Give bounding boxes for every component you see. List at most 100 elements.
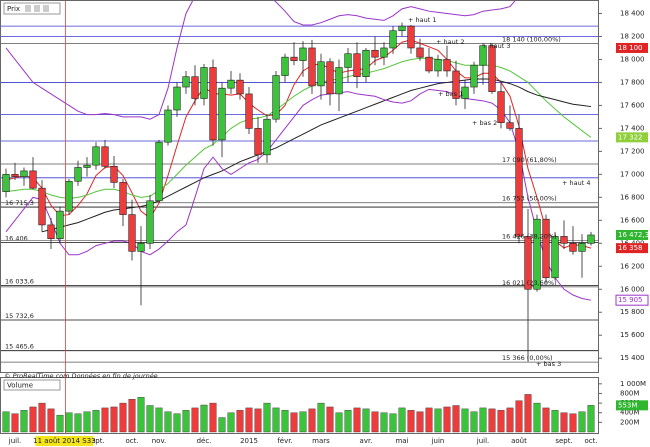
volume-bar bbox=[407, 410, 415, 433]
volume-bar bbox=[416, 411, 424, 433]
candle-body bbox=[38, 187, 46, 226]
candle-body bbox=[578, 243, 586, 252]
icon[interactable] bbox=[25, 5, 31, 12]
value-tag-label: 553M bbox=[618, 401, 637, 409]
volume-bar bbox=[200, 404, 208, 433]
volume-bar bbox=[443, 406, 451, 433]
value-tag-label: 17 322 bbox=[618, 133, 643, 141]
volume-bar bbox=[488, 408, 496, 433]
volume-bar bbox=[551, 410, 559, 433]
candle-body bbox=[200, 67, 208, 99]
volume-bar bbox=[191, 407, 199, 433]
volume-bar bbox=[290, 412, 298, 433]
volume-bar bbox=[398, 407, 406, 433]
volume-bar bbox=[362, 408, 370, 433]
volume-bar bbox=[371, 411, 379, 433]
y-tick-label: 17 800 bbox=[620, 78, 645, 86]
annotation: + haut 4 bbox=[562, 179, 591, 187]
y-tick-label: 400M bbox=[620, 409, 639, 417]
x-tick-label: août bbox=[511, 437, 527, 445]
legend-box bbox=[3, 379, 61, 391]
annotation: + bas 2 bbox=[472, 119, 497, 127]
x-tick-label: oct. bbox=[125, 437, 138, 445]
cursor-tag bbox=[35, 436, 94, 446]
candle-body bbox=[2, 174, 10, 192]
volume-bar bbox=[245, 407, 253, 433]
volume-bar bbox=[335, 412, 343, 433]
y-tick-label: 17 600 bbox=[620, 101, 645, 109]
volume-bar bbox=[353, 407, 361, 433]
volume-bar bbox=[164, 411, 172, 433]
fib-label: 16 021 (23,60%) bbox=[502, 279, 557, 287]
candle-body bbox=[587, 234, 595, 244]
candle-body bbox=[344, 53, 352, 68]
candle-body bbox=[119, 182, 127, 215]
candle-body bbox=[281, 56, 289, 76]
volume-bar bbox=[317, 402, 325, 433]
volume-bar bbox=[470, 411, 478, 433]
volume-bar bbox=[218, 417, 226, 433]
volume-bar bbox=[65, 412, 73, 433]
fib-label: 18 140 (100,00%) bbox=[502, 35, 561, 43]
volume-bar bbox=[569, 413, 577, 433]
value-tag bbox=[616, 132, 648, 143]
value-tag bbox=[616, 243, 648, 254]
candle-body bbox=[560, 236, 568, 244]
volume-bar bbox=[110, 406, 118, 433]
y-tick-label: 1 000M bbox=[620, 380, 646, 388]
candle-body bbox=[542, 218, 550, 279]
annotation: + bas 1 bbox=[438, 90, 463, 98]
volume-bar bbox=[326, 406, 334, 433]
volume-bar bbox=[101, 407, 109, 433]
indicator-line bbox=[5, 88, 592, 301]
candle-body bbox=[515, 128, 523, 237]
candle-body bbox=[524, 236, 532, 290]
y-tick-label: 17 400 bbox=[620, 124, 645, 132]
volume-bar bbox=[254, 408, 262, 433]
candle-body bbox=[101, 146, 109, 167]
candle-body bbox=[335, 67, 343, 95]
candle-body bbox=[65, 180, 73, 212]
candle-body bbox=[263, 118, 271, 156]
candle-body bbox=[497, 91, 505, 123]
volume-bar bbox=[425, 407, 433, 433]
candle-body bbox=[488, 45, 496, 92]
volume-bar bbox=[29, 406, 37, 433]
indicator-line bbox=[41, 78, 592, 233]
footer: © ProRealTime.com Données en fin de jour… bbox=[4, 372, 158, 380]
volume-bar bbox=[2, 411, 10, 433]
icon[interactable] bbox=[34, 5, 40, 12]
candle-body bbox=[380, 47, 388, 58]
value-tag bbox=[616, 42, 648, 53]
candle-body bbox=[299, 47, 307, 61]
candle-body bbox=[20, 170, 28, 177]
candle-body bbox=[533, 218, 541, 290]
y-tick-label: 16 600 bbox=[620, 216, 645, 224]
volume-bar bbox=[146, 405, 154, 433]
volume-bar bbox=[128, 399, 136, 433]
volume-bar bbox=[272, 407, 280, 433]
icon[interactable] bbox=[43, 5, 49, 12]
volume-bar bbox=[524, 394, 532, 433]
y-tick-label: 16 200 bbox=[620, 262, 645, 270]
candle-body bbox=[47, 224, 55, 240]
support-label: 15 465,6 bbox=[5, 343, 34, 351]
candle-body bbox=[146, 200, 154, 244]
value-tag-label: 16 358 bbox=[618, 244, 643, 252]
volume-bar bbox=[74, 413, 82, 433]
candle-body bbox=[506, 122, 514, 129]
y-tick-label: 18 200 bbox=[620, 32, 645, 40]
candle-body bbox=[209, 67, 217, 141]
x-tick-label: déc. bbox=[197, 437, 212, 445]
candle-body bbox=[398, 25, 406, 32]
candle-body bbox=[416, 47, 424, 58]
x-tick-label: sept. bbox=[87, 437, 104, 445]
x-tick-label: oct. bbox=[584, 437, 597, 445]
annotation: + haut 3 bbox=[482, 42, 511, 50]
support-label: 16 406 bbox=[5, 235, 28, 243]
candle-body bbox=[326, 61, 334, 95]
value-tag bbox=[615, 294, 649, 306]
volume-bar bbox=[497, 410, 505, 433]
candle-body bbox=[191, 76, 199, 99]
volume-bar bbox=[533, 402, 541, 433]
